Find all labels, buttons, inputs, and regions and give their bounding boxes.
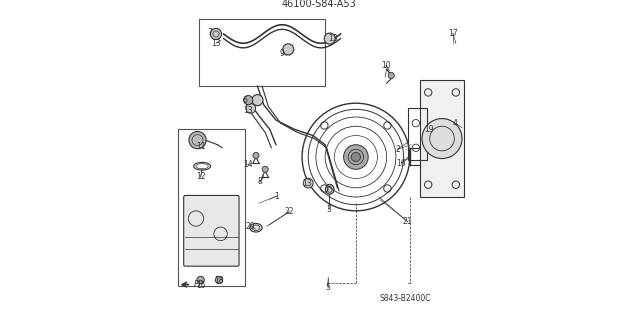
Circle shape — [262, 166, 268, 172]
Text: 17: 17 — [448, 29, 457, 38]
Text: 8: 8 — [258, 177, 262, 186]
Circle shape — [211, 28, 221, 40]
Text: 22: 22 — [285, 207, 294, 216]
Circle shape — [252, 95, 263, 106]
Circle shape — [244, 95, 253, 105]
Text: 3: 3 — [327, 205, 331, 214]
Text: 46100-S84-A53: 46100-S84-A53 — [281, 0, 357, 9]
Text: 12: 12 — [196, 172, 205, 181]
Text: 2: 2 — [395, 145, 400, 154]
Text: 4: 4 — [453, 119, 458, 128]
Text: 6: 6 — [242, 96, 247, 105]
Text: 1: 1 — [274, 192, 279, 201]
Circle shape — [422, 119, 462, 158]
Ellipse shape — [250, 223, 262, 232]
Ellipse shape — [325, 184, 334, 194]
Circle shape — [197, 276, 204, 284]
Text: 7: 7 — [207, 28, 212, 37]
Text: 5: 5 — [325, 283, 330, 292]
Text: 10: 10 — [382, 61, 391, 70]
Text: 21: 21 — [403, 217, 412, 226]
Bar — [177, 129, 245, 286]
Text: 20: 20 — [246, 222, 256, 231]
Text: 9: 9 — [279, 50, 285, 59]
Text: 13: 13 — [302, 179, 312, 188]
Text: S843-B2400C: S843-B2400C — [380, 294, 431, 303]
Text: 19: 19 — [424, 125, 434, 134]
Circle shape — [283, 44, 293, 55]
Text: 11: 11 — [196, 142, 205, 151]
Circle shape — [352, 152, 360, 162]
Text: 13: 13 — [244, 106, 253, 115]
Circle shape — [246, 103, 256, 113]
Bar — [408, 108, 427, 160]
Circle shape — [216, 276, 223, 284]
Text: 15: 15 — [196, 281, 205, 290]
Circle shape — [189, 132, 206, 149]
FancyBboxPatch shape — [184, 196, 239, 266]
Text: 13: 13 — [211, 39, 221, 48]
Circle shape — [324, 33, 336, 44]
Bar — [199, 19, 325, 86]
Text: FR.: FR. — [193, 280, 207, 289]
Text: 14: 14 — [243, 160, 253, 169]
Text: 16: 16 — [397, 159, 406, 168]
Text: 18: 18 — [214, 276, 224, 285]
Circle shape — [303, 178, 313, 188]
Circle shape — [253, 152, 259, 158]
Text: 13: 13 — [328, 34, 338, 43]
Circle shape — [388, 72, 394, 79]
Circle shape — [344, 145, 368, 169]
Polygon shape — [420, 80, 464, 197]
